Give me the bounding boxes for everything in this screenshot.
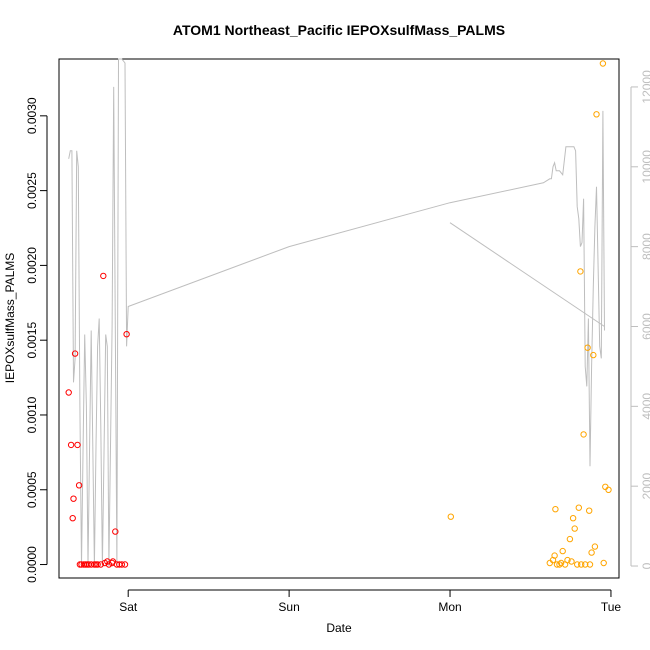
y-tick-label: 0.0025: [25, 172, 39, 209]
y-tick-label: 0.0015: [25, 322, 39, 359]
line-segment-1: [449, 222, 605, 327]
data-point: [113, 561, 121, 568]
x-axis: Sat Sun Mon Tue: [119, 589, 622, 614]
data-point: [586, 507, 593, 514]
y-right-tick-label: 8000: [640, 233, 650, 260]
y-right-tick-label: 12000: [640, 70, 650, 104]
data-point: [105, 561, 113, 568]
y-right-tick-label: 10000: [640, 150, 650, 184]
data-point: [118, 561, 126, 568]
x-tick-label: Sun: [278, 600, 299, 614]
data-point: [590, 351, 597, 359]
data-point: [578, 561, 585, 568]
data-point: [577, 268, 584, 275]
data-point: [599, 60, 607, 67]
data-point: [571, 525, 578, 532]
data-point: [564, 556, 571, 564]
data-point: [593, 111, 600, 118]
chart-title: ATOM1 Northeast_Pacific IEPOXsulfMass_PA…: [173, 22, 505, 38]
scatter-points: [65, 60, 612, 568]
data-point: [591, 543, 599, 550]
data-point: [552, 506, 559, 513]
data-point: [74, 441, 81, 449]
data-point: [88, 561, 95, 568]
line-segment-0: [68, 58, 605, 567]
x-tick-label: Sat: [119, 600, 138, 614]
y-right-tick-label: 6000: [640, 313, 650, 340]
data-point: [75, 482, 83, 489]
data-point: [112, 528, 119, 535]
x-axis-label: Date: [326, 621, 352, 635]
data-point: [559, 547, 566, 555]
data-point: [69, 515, 76, 522]
y-right-tick-label: 4000: [640, 393, 650, 420]
data-point: [447, 513, 454, 520]
y-tick-label: 0.0000: [25, 546, 39, 583]
line-series: [68, 58, 605, 567]
data-point: [602, 483, 609, 490]
data-point: [65, 389, 72, 396]
data-point: [71, 350, 79, 357]
data-point: [582, 561, 589, 568]
data-point: [580, 431, 587, 438]
data-point: [100, 272, 107, 280]
y-axis-label: IEPOXsulfMass_PALMS: [3, 253, 17, 384]
data-point: [586, 561, 594, 568]
data-point: [588, 549, 595, 556]
y-tick-label: 0.0010: [25, 396, 39, 433]
data-point: [94, 561, 101, 568]
data-point: [575, 504, 582, 511]
data-point: [70, 495, 77, 502]
data-point: [67, 441, 75, 449]
data-point: [569, 515, 577, 522]
x-tick-label: Mon: [438, 600, 461, 614]
y-tick-label: 0.0020: [25, 247, 39, 284]
y-tick-label: 0.0030: [25, 97, 39, 134]
data-point: [557, 559, 565, 567]
y-axis-right: 0 2000 4000 6000 8000 10000 12000: [630, 70, 650, 569]
data-point: [605, 486, 612, 493]
data-point: [574, 561, 581, 568]
y-tick-label: 0.0005: [25, 471, 39, 508]
data-point: [109, 558, 117, 565]
data-point: [551, 552, 558, 559]
data-point: [600, 559, 607, 567]
y-axis-left: 0.0000 0.0005 0.0010 0.0015 0.0020 0.0025 0.00…: [25, 97, 48, 583]
y-right-tick-label: 2000: [640, 473, 650, 500]
data-point: [584, 344, 591, 351]
plot-frame: [58, 58, 620, 579]
data-point: [121, 561, 129, 568]
data-point: [568, 558, 575, 565]
data-point: [553, 561, 561, 568]
data-point: [123, 331, 130, 338]
x-tick-label: Tue: [601, 600, 622, 614]
data-point: [566, 535, 574, 543]
data-point: [97, 561, 105, 568]
y-right-tick-label: 0: [640, 562, 650, 569]
